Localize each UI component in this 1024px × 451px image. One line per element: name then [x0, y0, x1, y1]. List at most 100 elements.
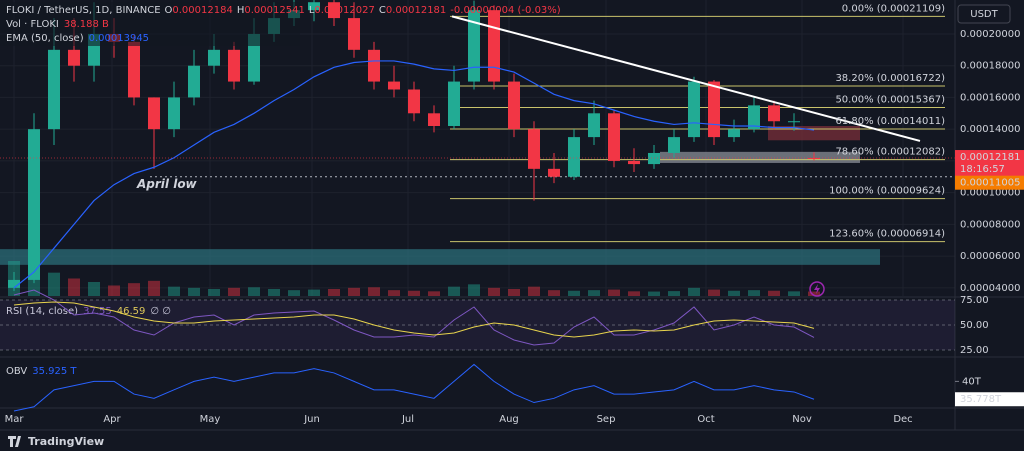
countdown: 18:16:57: [960, 164, 1005, 175]
candle-body: [528, 129, 540, 169]
volume-bar: [608, 289, 620, 296]
volume-bar: [168, 286, 180, 296]
event-icon[interactable]: [809, 281, 825, 297]
candle-body: [588, 113, 600, 138]
volume-bar: [368, 287, 380, 296]
candle-body: [328, 2, 340, 19]
ohlc-key: O: [165, 5, 173, 16]
x-tick-label: Dec: [893, 414, 912, 425]
volume-bar: [748, 290, 760, 296]
symbol: FLOKI / TetherUS, 1D, BINANCE: [6, 5, 161, 16]
y-tick-label: 0.00016000: [960, 92, 1020, 103]
fib-label: 61.80% (0.00014011): [835, 116, 945, 127]
candle-body: [128, 41, 140, 98]
candle-body: [508, 81, 520, 130]
volume-bar: [428, 291, 440, 296]
obv-line: [13, 363, 815, 412]
volume-bar: [508, 289, 520, 296]
obv-legend: OBV 35.925 T: [6, 366, 77, 377]
volume-bar: [488, 287, 500, 296]
y-tick-label: 0.00008000: [960, 219, 1020, 230]
rsi-value: 37.55: [83, 306, 112, 317]
volume-bar: [788, 291, 800, 296]
rsi-na: ∅ ∅: [150, 306, 171, 317]
fib-label: 100.00% (0.00009624): [829, 186, 945, 197]
volume-bar: [288, 290, 300, 296]
level-label: 0.00011005: [960, 178, 1020, 189]
volume-bar: [568, 290, 580, 296]
candle-body: [468, 10, 480, 82]
x-tick-label: Jun: [303, 414, 320, 425]
ema-value: 0.00013945: [89, 33, 149, 44]
candle-body: [408, 89, 420, 114]
rsi-line: [13, 289, 815, 346]
legend-backdrop: [0, 2, 300, 46]
ohlc-value: 0.00012181: [386, 5, 446, 16]
obv-value: 35.925 T: [32, 366, 77, 377]
volume-value: 38.188 B: [64, 19, 109, 30]
candle-body: [788, 121, 800, 123]
volume-bar: [448, 286, 460, 296]
x-tick-label: Apr: [103, 414, 121, 425]
candle-body: [448, 81, 460, 126]
zone: [660, 151, 860, 163]
candle-body: [568, 137, 580, 177]
volume-bar: [648, 291, 660, 296]
zone: [0, 249, 880, 265]
rsi-tick-label: 50.00: [960, 320, 989, 331]
ohlc-value: 0.00012027: [314, 5, 374, 16]
annotation: April low: [136, 177, 198, 191]
candle-body: [148, 97, 160, 130]
brand: TradingView: [28, 435, 104, 448]
volume-bar: [388, 290, 400, 296]
volume-bar: [48, 272, 60, 296]
last-price: 0.00012181: [960, 152, 1020, 163]
candle-body: [308, 2, 320, 11]
obv-last-label: 35.778T: [960, 394, 1002, 405]
price-pane: [0, 0, 955, 296]
currency-button[interactable]: [957, 4, 1011, 24]
ohlc-value: 0.00012184: [172, 5, 232, 16]
candle-body: [548, 168, 560, 177]
x-tick-label: Mar: [5, 414, 25, 425]
candle-body: [28, 129, 40, 280]
currency[interactable]: USDT: [970, 9, 998, 20]
brand-logo: [8, 436, 21, 447]
ohlc-key: C: [379, 5, 386, 16]
candle-body: [68, 49, 80, 66]
candle-body: [708, 81, 720, 138]
candle-body: [628, 160, 640, 165]
rsi-ma-value: 46.59: [117, 306, 146, 317]
level-box: [955, 175, 1024, 190]
rsi-title: RSI (14, close): [6, 306, 78, 317]
candle-body: [48, 49, 60, 130]
rsi-band: [0, 300, 955, 350]
volume-bar: [768, 290, 780, 296]
ema-title: EMA (50, close): [6, 33, 84, 44]
candle-body: [8, 279, 20, 288]
y-tick-label: 0.00010000: [960, 188, 1020, 199]
candle-body: [348, 18, 360, 50]
volume-bar: [68, 278, 80, 296]
x-tick-label: Nov: [792, 414, 812, 425]
volume-bar: [468, 284, 480, 296]
fib-label: 38.20% (0.00016722): [835, 73, 945, 84]
candle-body: [428, 113, 440, 126]
volume-bar: [348, 287, 360, 296]
volume-bar: [328, 289, 340, 296]
rsi-tick-label: 25.00: [960, 345, 989, 356]
volume-bar: [148, 280, 160, 296]
candle-body: [608, 113, 620, 161]
volume-bar: [528, 286, 540, 296]
rsi-legend: RSI (14, close) 37.55 46.59 ∅ ∅: [6, 306, 171, 317]
candle-body: [388, 81, 400, 90]
candle-body: [168, 97, 180, 130]
volume-bar: [128, 283, 140, 296]
volume-bar: [228, 287, 240, 296]
candle-body: [368, 49, 380, 82]
volume-bar: [588, 290, 600, 296]
x-tick-label: Jul: [401, 414, 414, 425]
volume-bar: [108, 285, 120, 296]
